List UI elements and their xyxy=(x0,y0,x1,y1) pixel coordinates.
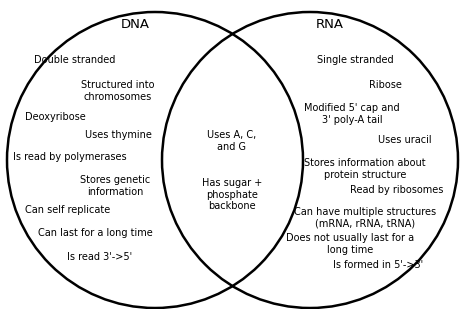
Text: Double stranded: Double stranded xyxy=(34,55,116,65)
Text: Can last for a long time: Can last for a long time xyxy=(37,228,152,238)
Text: Structured into
chromosomes: Structured into chromosomes xyxy=(81,80,155,102)
Text: Is formed in 5'->3': Is formed in 5'->3' xyxy=(333,260,423,270)
Text: Has sugar +
phosphate
backbone: Has sugar + phosphate backbone xyxy=(202,178,262,211)
Text: Uses A, C,
and G: Uses A, C, and G xyxy=(207,130,256,152)
Text: Modified 5' cap and
3' poly-A tail: Modified 5' cap and 3' poly-A tail xyxy=(304,103,400,125)
Text: Can have multiple structures
(mRNA, rRNA, tRNA): Can have multiple structures (mRNA, rRNA… xyxy=(294,207,436,229)
Text: Uses uracil: Uses uracil xyxy=(378,135,432,145)
Text: RNA: RNA xyxy=(316,18,344,31)
Text: Does not usually last for a
long time: Does not usually last for a long time xyxy=(286,233,414,255)
Text: Is read by polymerases: Is read by polymerases xyxy=(13,152,127,162)
Text: DNA: DNA xyxy=(120,18,149,31)
Text: Is read 3'->5': Is read 3'->5' xyxy=(67,252,133,262)
Text: Can self replicate: Can self replicate xyxy=(26,205,110,215)
Text: Read by ribosomes: Read by ribosomes xyxy=(350,185,444,195)
Text: Deoxyribose: Deoxyribose xyxy=(25,112,85,122)
Text: Stores information about
protein structure: Stores information about protein structu… xyxy=(304,158,426,180)
Text: Single stranded: Single stranded xyxy=(317,55,393,65)
Text: Stores genetic
information: Stores genetic information xyxy=(80,175,150,197)
Text: Ribose: Ribose xyxy=(369,80,401,90)
Text: Uses thymine: Uses thymine xyxy=(84,130,151,140)
